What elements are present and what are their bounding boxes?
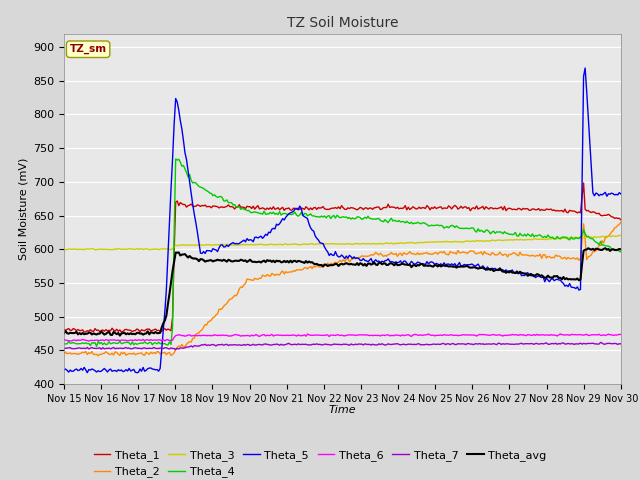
Theta_3: [130, 247, 138, 252]
Theta_4: [130, 342, 138, 348]
Theta_avg: [255, 259, 263, 264]
Theta_5: [581, 65, 589, 71]
Theta_2: [305, 264, 313, 270]
Theta_2: [60, 350, 68, 356]
Line: Theta_3: Theta_3: [64, 235, 621, 250]
Theta_6: [617, 332, 625, 337]
Theta_7: [617, 341, 625, 347]
Theta_2: [228, 296, 236, 302]
Y-axis label: Soil Moisture (mV): Soil Moisture (mV): [19, 157, 29, 260]
Theta_4: [93, 344, 100, 349]
Theta_7: [228, 342, 236, 348]
Line: Theta_6: Theta_6: [64, 334, 621, 341]
Theta_2: [130, 350, 138, 356]
Theta_2: [255, 276, 263, 281]
Theta_7: [246, 343, 254, 348]
Theta_4: [257, 211, 265, 216]
Theta_3: [91, 247, 99, 252]
Theta_1: [60, 327, 68, 333]
Theta_4: [248, 210, 255, 216]
Theta_avg: [588, 247, 595, 252]
Theta_7: [172, 347, 179, 353]
Theta_1: [228, 204, 236, 210]
Theta_3: [255, 241, 263, 247]
Theta_3: [246, 242, 254, 248]
Theta_6: [130, 338, 138, 344]
Theta_1: [305, 207, 313, 213]
Theta_1: [617, 217, 625, 223]
Theta_1: [246, 204, 254, 210]
Theta_3: [617, 233, 625, 239]
Theta_4: [617, 249, 625, 255]
Theta_3: [60, 246, 68, 252]
Line: Theta_2: Theta_2: [64, 222, 621, 356]
Theta_7: [255, 342, 263, 348]
Theta_5: [246, 237, 254, 242]
Theta_avg: [228, 258, 236, 264]
Theta_5: [255, 234, 263, 240]
Theta_avg: [130, 331, 138, 336]
Theta_avg: [305, 259, 313, 264]
Theta_1: [118, 329, 125, 335]
Theta_5: [228, 240, 236, 246]
Theta_6: [556, 331, 564, 337]
Theta_1: [589, 209, 596, 215]
Line: Theta_avg: Theta_avg: [64, 248, 621, 336]
Theta_3: [228, 242, 236, 248]
Line: Theta_5: Theta_5: [64, 68, 621, 372]
Theta_6: [305, 332, 313, 338]
Theta_5: [589, 190, 596, 196]
Theta_7: [588, 340, 595, 346]
Theta_1: [130, 328, 138, 334]
Theta_6: [228, 333, 236, 339]
Theta_2: [588, 252, 595, 258]
Theta_6: [255, 334, 263, 339]
Theta_4: [172, 156, 179, 162]
Theta_5: [133, 370, 141, 375]
Theta_6: [246, 333, 254, 339]
Theta_6: [85, 338, 93, 344]
Theta_2: [246, 276, 254, 282]
Theta_avg: [246, 257, 254, 263]
Theta_avg: [602, 245, 609, 251]
X-axis label: Time: Time: [328, 405, 356, 415]
Title: TZ Soil Moisture: TZ Soil Moisture: [287, 16, 398, 30]
Theta_2: [94, 353, 102, 359]
Theta_6: [60, 336, 68, 342]
Theta_5: [129, 367, 136, 373]
Theta_3: [616, 232, 623, 238]
Theta_7: [129, 346, 136, 351]
Theta_4: [60, 341, 68, 347]
Line: Theta_7: Theta_7: [64, 342, 621, 350]
Theta_7: [305, 342, 313, 348]
Legend: Theta_1, Theta_2, Theta_3, Theta_4, Theta_5, Theta_6, Theta_7, Theta_avg: Theta_1, Theta_2, Theta_3, Theta_4, Thet…: [89, 445, 551, 480]
Theta_1: [255, 206, 263, 212]
Theta_avg: [116, 333, 124, 338]
Theta_5: [617, 191, 625, 197]
Line: Theta_4: Theta_4: [64, 159, 621, 347]
Theta_1: [580, 180, 588, 186]
Line: Theta_1: Theta_1: [64, 183, 621, 332]
Theta_7: [60, 346, 68, 352]
Theta_avg: [60, 330, 68, 336]
Theta_2: [617, 219, 625, 225]
Theta_avg: [617, 247, 625, 252]
Text: TZ_sm: TZ_sm: [70, 44, 107, 54]
Theta_3: [588, 234, 595, 240]
Theta_7: [596, 339, 604, 345]
Theta_6: [589, 332, 596, 338]
Theta_5: [305, 221, 313, 227]
Theta_3: [305, 241, 313, 247]
Theta_5: [60, 367, 68, 372]
Theta_4: [589, 236, 596, 242]
Theta_4: [307, 211, 314, 217]
Theta_4: [229, 202, 237, 208]
